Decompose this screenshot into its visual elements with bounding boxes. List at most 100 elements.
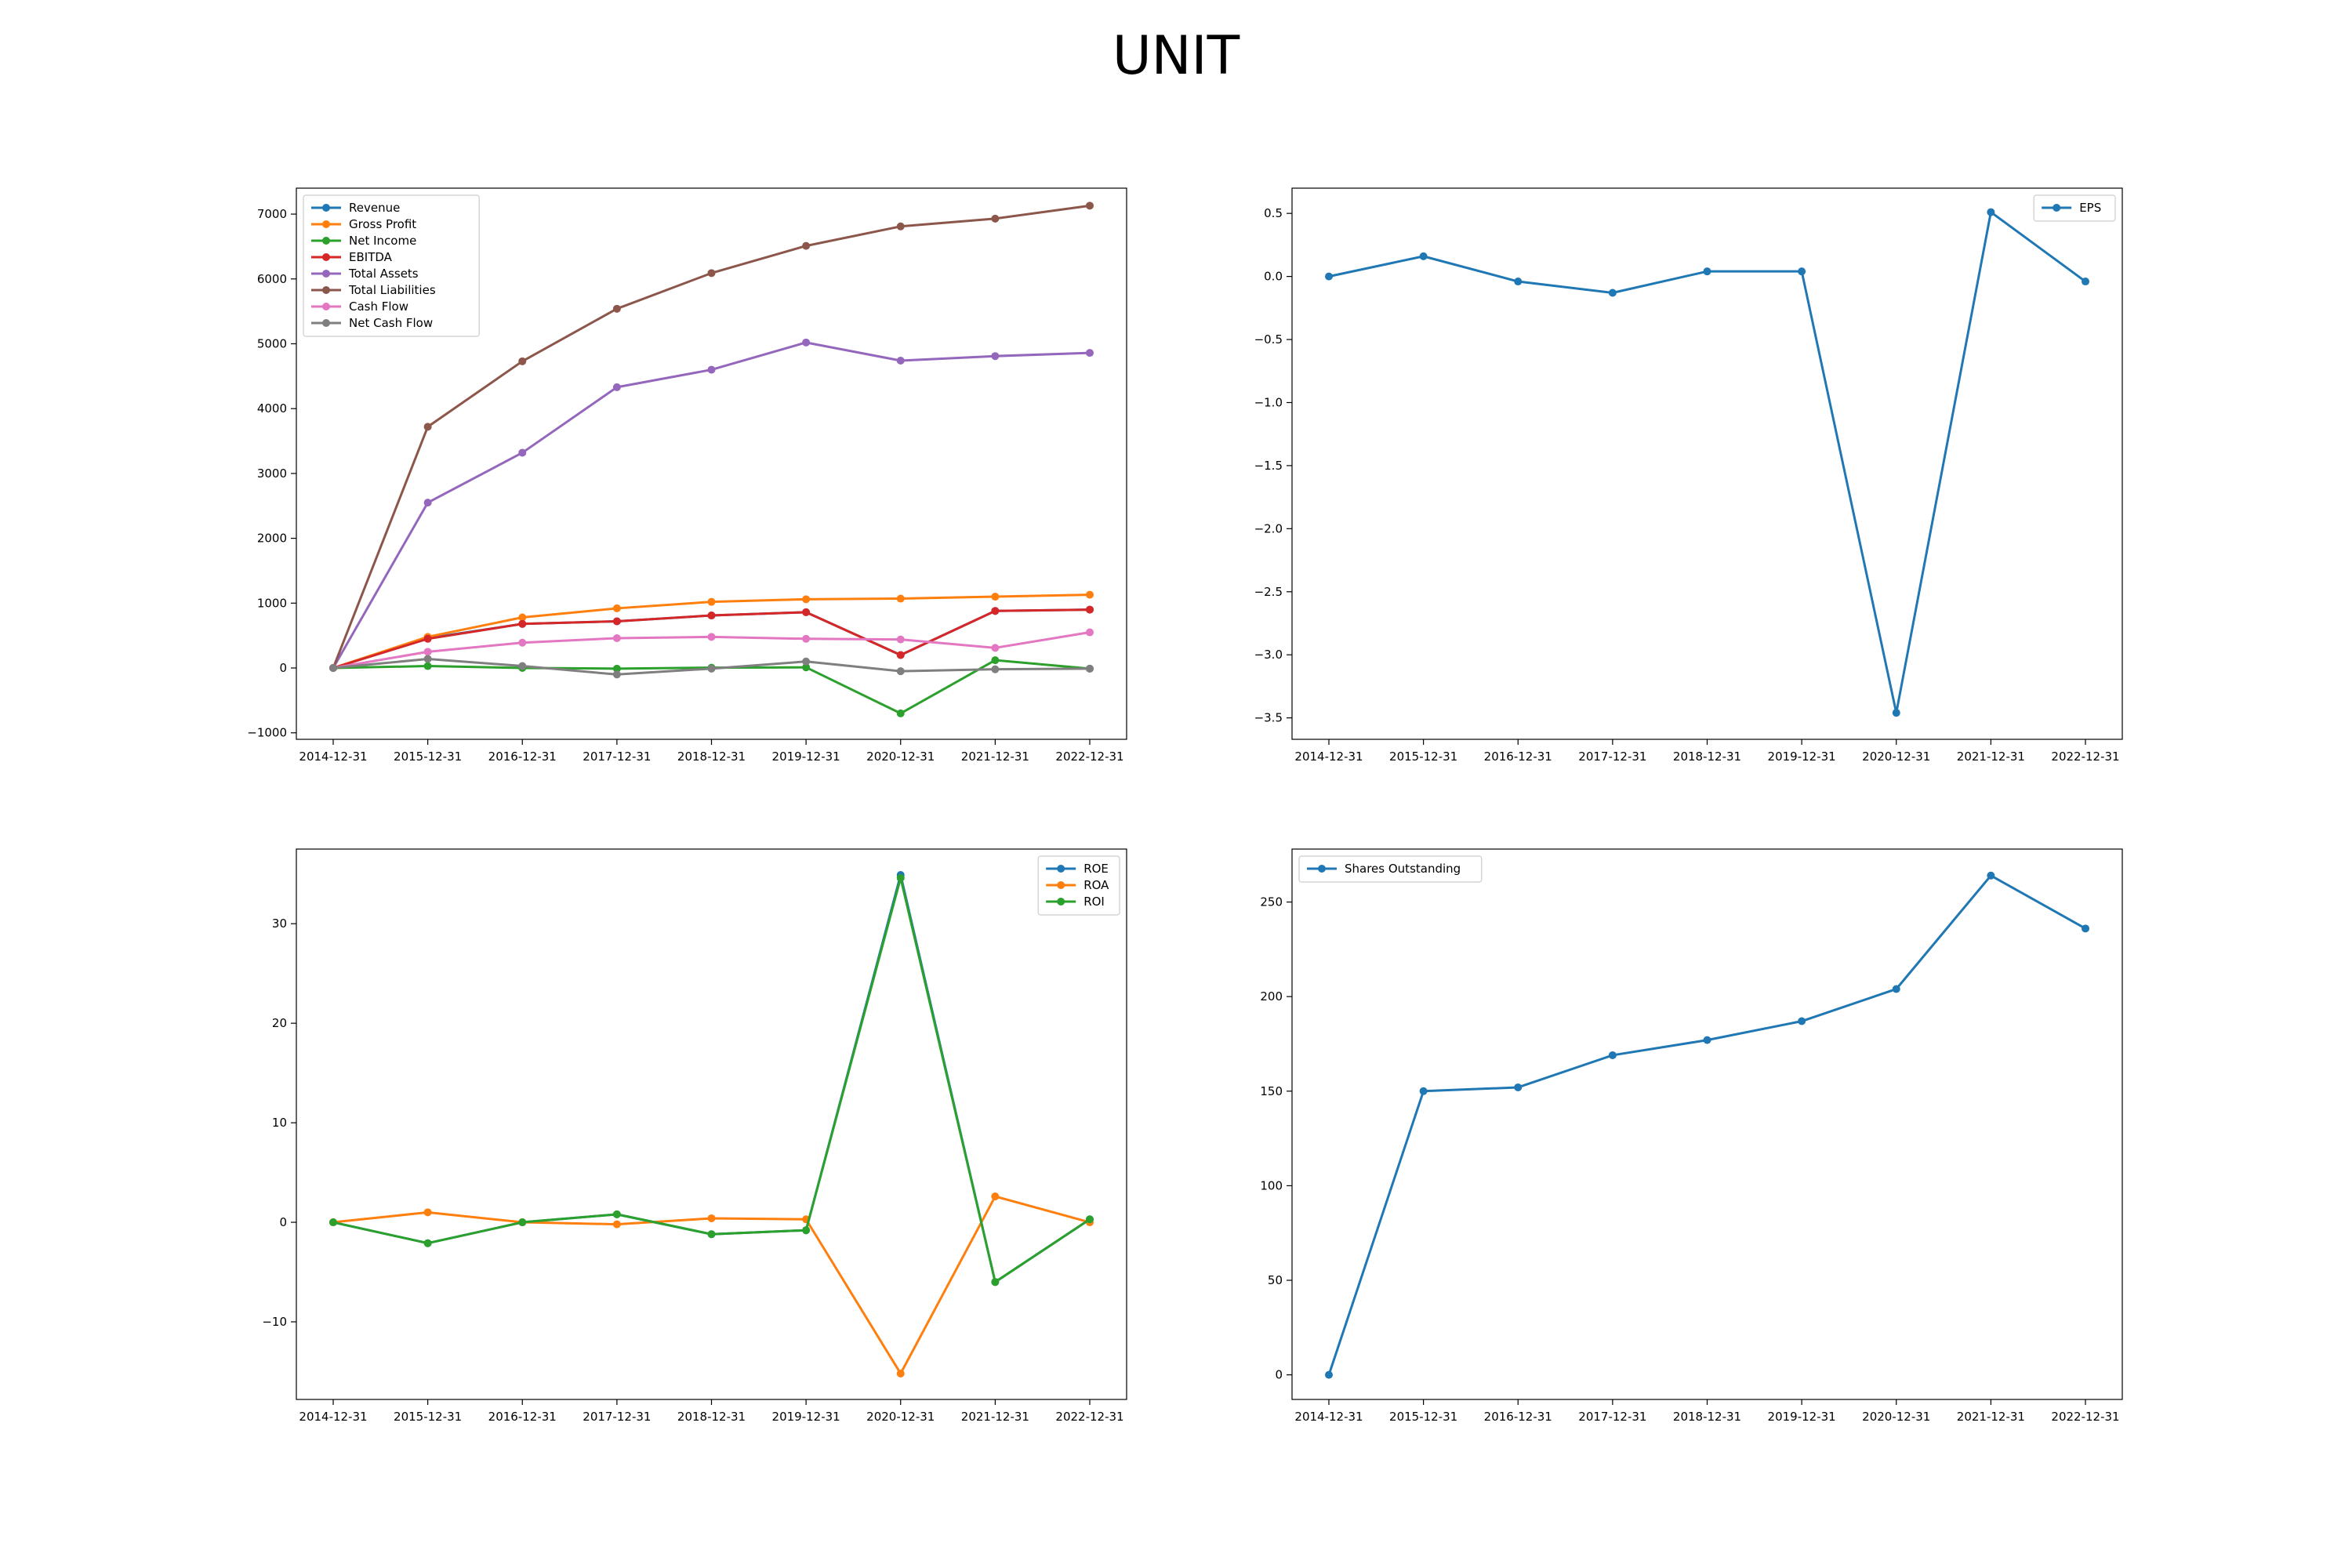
data-point [518, 613, 527, 622]
y-tick-label: 5000 [257, 336, 287, 350]
x-tick-label: 2021-12-31 [1957, 750, 2025, 764]
legend-item: EBITDA [311, 250, 393, 264]
data-point [1892, 985, 1900, 993]
data-point [802, 338, 811, 347]
data-point [1086, 628, 1094, 637]
legend-label: Total Liabilities [348, 283, 436, 297]
y-tick-label: 0.0 [1264, 270, 1283, 284]
legend-label: Shares Outstanding [1345, 862, 1461, 876]
legend: Shares Outstanding [1298, 855, 1483, 883]
y-tick-label: 30 [272, 916, 287, 931]
legend-label: ROA [1083, 878, 1109, 892]
x-tick-label: 2020-12-31 [1862, 750, 1930, 764]
x-tick-label: 2022-12-31 [1055, 750, 1123, 764]
data-point [991, 1278, 1000, 1287]
data-point [1086, 605, 1094, 614]
series-ebitda [329, 605, 1094, 673]
data-point [991, 644, 1000, 652]
data-point [612, 670, 621, 679]
x-tick-label: 2017-12-31 [1578, 1410, 1646, 1424]
x-tick-label: 2021-12-31 [1957, 1410, 2025, 1424]
legend-label: Gross Profit [349, 217, 416, 231]
y-tick-label: 3000 [257, 466, 287, 481]
data-point [802, 241, 811, 250]
data-point [612, 383, 621, 391]
legend-item: Net Cash Flow [311, 316, 433, 330]
data-point [991, 1192, 1000, 1201]
data-point [1514, 278, 1523, 286]
x-tick-label: 2015-12-31 [394, 750, 462, 764]
legend-item: Net Income [311, 234, 416, 248]
legend-swatch-marker [322, 237, 330, 245]
data-point [991, 665, 1000, 673]
x-tick-label: 2016-12-31 [488, 750, 557, 764]
data-point [518, 448, 527, 457]
data-point [707, 633, 716, 641]
legend-label: Revenue [349, 201, 400, 215]
data-point [802, 634, 811, 643]
data-point [707, 269, 716, 278]
legend-swatch-marker [322, 253, 330, 261]
data-point [1325, 272, 1333, 281]
data-point [896, 709, 905, 717]
x-tick-label: 2020-12-31 [866, 1410, 935, 1424]
legend-item: Total Assets [311, 267, 419, 281]
data-point [1419, 1087, 1428, 1095]
x-tick-label: 2018-12-31 [1673, 1410, 1741, 1424]
y-tick-label: −3.5 [1254, 711, 1283, 725]
data-point [423, 662, 432, 670]
x-tick-label: 2021-12-31 [961, 1410, 1029, 1424]
data-point [1798, 267, 1806, 276]
x-tick-label: 2019-12-31 [1768, 750, 1836, 764]
legend-label: Net Income [349, 234, 416, 248]
data-point [707, 1230, 716, 1239]
y-tick-label: 50 [1268, 1273, 1283, 1287]
x-tick-label: 2022-12-31 [2051, 750, 2119, 764]
data-point [802, 595, 811, 604]
legend-swatch-marker [322, 220, 330, 228]
data-point [991, 214, 1000, 223]
legend-box [1298, 855, 1483, 883]
data-point [1892, 709, 1900, 717]
page-title: UNIT [1112, 25, 1240, 87]
legend-swatch-marker [322, 303, 330, 310]
legend: EPS [2033, 194, 2116, 222]
y-tick-label: 20 [272, 1016, 287, 1030]
data-point [896, 222, 905, 230]
data-point [518, 619, 527, 628]
legend-item: Cash Flow [311, 299, 408, 314]
data-point [1514, 1083, 1523, 1091]
legend-swatch-marker [1318, 865, 1326, 873]
data-point [707, 664, 716, 673]
data-point [991, 656, 1000, 665]
legend-label: EBITDA [349, 250, 393, 264]
data-point [991, 607, 1000, 615]
series-eps [1325, 208, 2089, 717]
data-point [1608, 289, 1617, 297]
data-point [802, 1226, 811, 1235]
data-point [707, 612, 716, 620]
legend-label: Net Cash Flow [349, 316, 433, 330]
x-tick-label: 2019-12-31 [772, 750, 840, 764]
data-point [329, 664, 337, 673]
series-line [1328, 211, 2086, 714]
x-tick-label: 2015-12-31 [1389, 750, 1457, 764]
data-point [802, 608, 811, 616]
chart-2: 2014-12-31 2015-12-31 2016-12-31 2017-12-31… [1254, 187, 2123, 764]
data-point [896, 667, 905, 676]
plot-frame [1291, 848, 2123, 1400]
data-point [518, 638, 527, 647]
y-tick-label: −0.5 [1254, 332, 1283, 347]
x-tick-label: 2022-12-31 [2051, 1410, 2119, 1424]
y-tick-label: 250 [1260, 895, 1283, 909]
data-point [896, 873, 905, 882]
x-tick-label: 2020-12-31 [866, 750, 935, 764]
data-point [612, 664, 621, 673]
x-tick-label: 2016-12-31 [488, 1410, 557, 1424]
x-tick-label: 2020-12-31 [1862, 1410, 1930, 1424]
legend-box [303, 194, 480, 337]
legend: Revenue Gross Profit Net Income EBITDA Total… [303, 194, 480, 337]
data-point [612, 604, 621, 612]
legend-swatch-marker [322, 319, 330, 327]
